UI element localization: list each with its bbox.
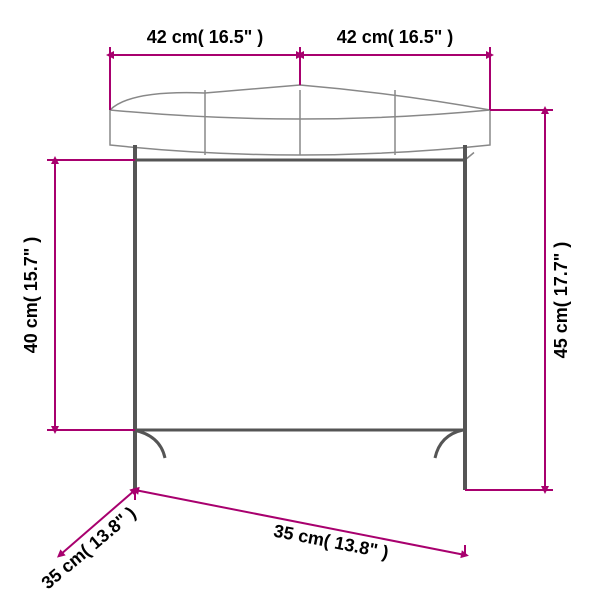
dim-left: 40 cm( 15.7" )	[21, 237, 41, 354]
dim-bottom-right: 35 cm( 13.8" )	[272, 521, 390, 563]
dim-right: 45 cm( 17.7" )	[551, 242, 571, 359]
dimension-diagram: 42 cm( 16.5" ) 42 cm( 16.5" ) 40 cm( 15.7"…	[0, 0, 600, 600]
dim-top-right: 42 cm( 16.5" )	[337, 27, 454, 47]
dim-top-left: 42 cm( 16.5" )	[147, 27, 264, 47]
dim-bottom-left: 35 cm( 13.8" )	[38, 503, 140, 593]
